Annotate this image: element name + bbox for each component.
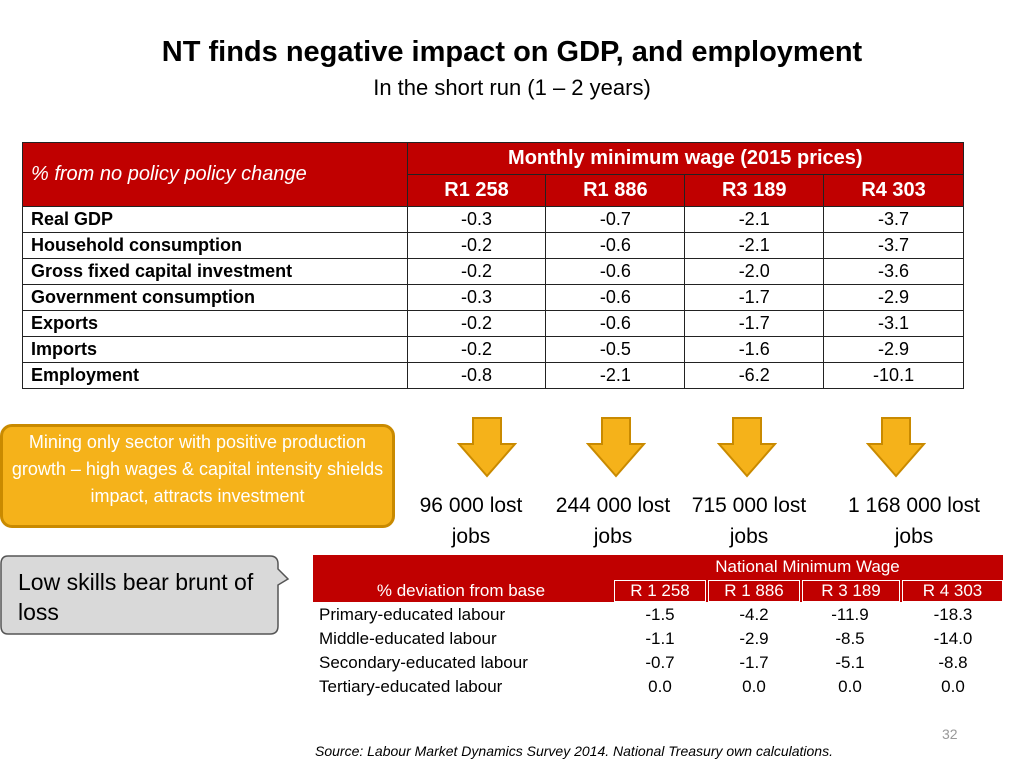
cell-value: -2.0: [684, 258, 825, 285]
cell-value: -0.2: [406, 258, 547, 285]
table-row: Household consumption -0.2 -0.6 -2.1 -3.…: [22, 232, 964, 259]
cell-value: -2.9: [739, 629, 769, 648]
down-arrow-icon: [586, 417, 646, 478]
cell-value: -0.8: [406, 362, 547, 389]
jobs-lost-label: 715 000 lost jobs: [680, 490, 818, 552]
cell-value: -0.2: [406, 232, 547, 259]
cell-value: -3.6: [823, 258, 964, 285]
cell-value: -1.7: [684, 284, 825, 311]
cell-value: -3.7: [823, 232, 964, 259]
table-row: Exports -0.2 -0.6 -1.7 -3.1: [22, 310, 964, 337]
jobs-lost-unit: jobs: [593, 525, 633, 548]
cell-value: -6.2: [684, 362, 825, 389]
jobs-lost-label: 1 168 000 lost jobs: [832, 490, 996, 552]
cell-value: -5.1: [835, 653, 865, 672]
page-number: 32: [942, 726, 958, 742]
row-label: Primary-educated labour: [319, 605, 506, 624]
cell-value: -1.1: [645, 629, 675, 648]
cell-value: -2.1: [684, 206, 825, 233]
table-row: Imports -0.2 -0.5 -1.6 -2.9: [22, 336, 964, 363]
cell-value: -3.1: [823, 310, 964, 337]
cell-value: -1.6: [684, 336, 825, 363]
column-header: R 1 886: [708, 580, 800, 602]
cell-value: -2.9: [823, 284, 964, 311]
cell-value: -11.9: [831, 605, 869, 624]
cell-value: -2.1: [684, 232, 825, 259]
cell-value: 0.0: [648, 677, 672, 696]
down-arrow-icon: [457, 417, 517, 478]
cell-value: -2.1: [545, 362, 686, 389]
row-label: Employment: [22, 362, 408, 389]
jobs-lost-unit: jobs: [451, 525, 491, 548]
cell-value: -0.2: [406, 336, 547, 363]
jobs-lost-label: 96 000 lost jobs: [406, 490, 536, 552]
table-group-header: Monthly minimum wage (2015 prices): [406, 142, 965, 175]
cell-value: -1.5: [645, 605, 675, 624]
table-row: Employment -0.8 -2.1 -6.2 -10.1: [22, 362, 964, 389]
jobs-lost-unit: jobs: [894, 525, 934, 548]
cell-value: -3.7: [823, 206, 964, 233]
column-header: R 4 303: [902, 580, 1003, 602]
source-note: Source: Labour Market Dynamics Survey 20…: [315, 743, 833, 759]
column-header: R 1 258: [614, 580, 706, 602]
cell-value: -0.6: [545, 284, 686, 311]
jobs-lost-count: 1 168 000 lost: [848, 494, 980, 517]
row-label: Exports: [22, 310, 408, 337]
skills-table-group-header: National Minimum Wage: [715, 557, 900, 576]
jobs-lost-unit: jobs: [729, 525, 769, 548]
cell-value: -0.7: [645, 653, 675, 672]
cell-value: -0.3: [406, 206, 547, 233]
down-arrow-icon: [717, 417, 777, 478]
cell-value: -0.7: [545, 206, 686, 233]
row-label: Gross fixed capital investment: [22, 258, 408, 285]
down-arrow-icon: [866, 417, 926, 478]
cell-value: -8.8: [938, 653, 968, 672]
row-label: Tertiary-educated labour: [319, 677, 503, 696]
jobs-lost-count: 96 000 lost: [419, 494, 523, 517]
cell-value: -1.7: [739, 653, 769, 672]
column-header: R3 189: [684, 174, 825, 207]
skills-table-row-header: % deviation from base: [376, 581, 546, 600]
row-label: Middle-educated labour: [319, 629, 497, 648]
callout-text: Low skills bear brunt of loss: [18, 569, 254, 625]
page-subtitle: In the short run (1 – 2 years): [373, 75, 651, 100]
gdp-impact-table: % from no policy policy change Monthly m…: [22, 142, 965, 389]
cell-value: 0.0: [742, 677, 766, 696]
cell-value: 0.0: [941, 677, 965, 696]
page-title: NT finds negative impact on GDP, and emp…: [161, 36, 863, 68]
row-label: Secondary-educated labour: [319, 653, 528, 672]
cell-value: -10.1: [823, 362, 964, 389]
column-header: R4 303: [823, 174, 964, 207]
row-label: Household consumption: [22, 232, 408, 259]
cell-value: 0.0: [838, 677, 862, 696]
cell-value: -0.6: [545, 258, 686, 285]
table-row: Real GDP -0.3 -0.7 -2.1 -3.7: [22, 206, 964, 233]
jobs-lost-label: 244 000 lost jobs: [544, 490, 682, 552]
cell-value: -0.5: [545, 336, 686, 363]
column-header: R1 258: [406, 174, 547, 207]
cell-value: -1.7: [684, 310, 825, 337]
callout-bubble: [0, 555, 290, 635]
cell-value: -4.2: [739, 605, 769, 624]
cell-value: -0.3: [406, 284, 547, 311]
cell-value: -18.3: [933, 605, 973, 624]
table-corner-label: % from no policy policy change: [22, 142, 408, 207]
row-label: Government consumption: [22, 284, 408, 311]
table-row: Government consumption -0.3 -0.6 -1.7 -2…: [22, 284, 964, 311]
cell-value: -8.5: [835, 629, 865, 648]
cell-value: -0.6: [545, 310, 686, 337]
column-header: R1 886: [545, 174, 686, 207]
cell-value: -0.6: [545, 232, 686, 259]
table-row: Gross fixed capital investment -0.2 -0.6…: [22, 258, 964, 285]
skills-table-header: [313, 555, 1003, 602]
cell-value: -14.0: [933, 629, 973, 648]
row-label: Imports: [22, 336, 408, 363]
row-label: Real GDP: [22, 206, 408, 233]
jobs-lost-count: 244 000 lost: [555, 494, 671, 517]
jobs-lost-count: 715 000 lost: [691, 494, 807, 517]
cell-value: -2.9: [823, 336, 964, 363]
mining-note-box: Mining only sector with positive product…: [0, 424, 395, 528]
cell-value: -0.2: [406, 310, 547, 337]
column-header: R 3 189: [802, 580, 900, 602]
